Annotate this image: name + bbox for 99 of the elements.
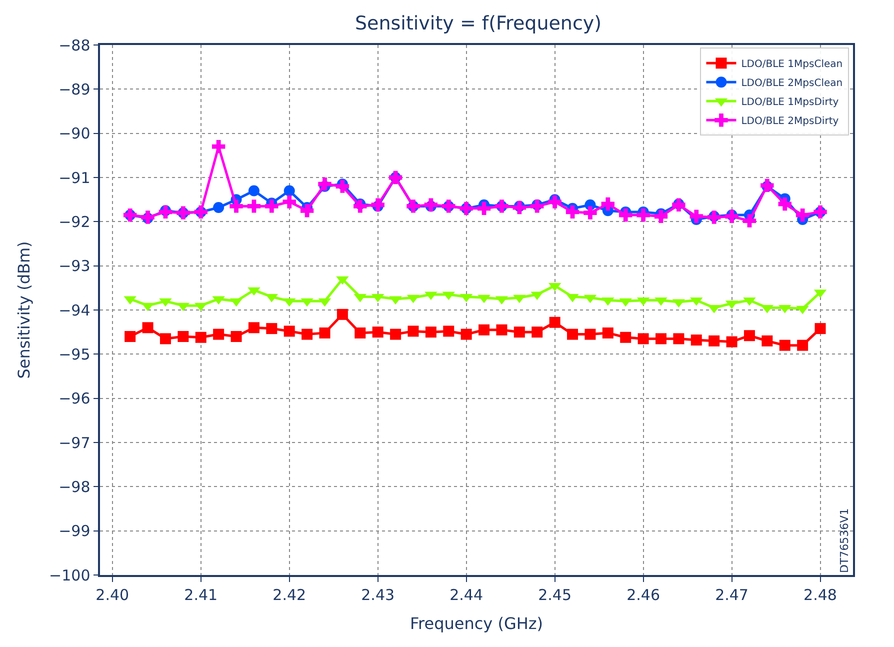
point — [601, 197, 614, 211]
point — [302, 328, 313, 340]
point — [212, 140, 226, 154]
point — [265, 200, 278, 213]
point — [336, 308, 348, 320]
point — [744, 330, 755, 342]
point — [496, 324, 508, 336]
point — [619, 208, 632, 222]
point — [779, 340, 790, 351]
point — [620, 332, 632, 343]
legend-label: LDO/BLE 1MpsDirty — [741, 97, 839, 108]
point — [158, 205, 172, 219]
point — [726, 336, 738, 348]
point — [142, 322, 154, 334]
point — [213, 202, 224, 214]
point — [742, 214, 756, 228]
point — [477, 202, 491, 216]
point — [160, 333, 171, 344]
point — [390, 328, 402, 340]
point — [372, 326, 384, 338]
point — [690, 210, 703, 223]
point — [708, 335, 720, 346]
y-tick-label: −88 — [58, 36, 90, 54]
y-tick-label: −89 — [58, 80, 90, 98]
point — [584, 206, 597, 220]
point — [602, 327, 614, 338]
point — [584, 328, 596, 340]
point — [443, 326, 454, 337]
point — [796, 208, 810, 222]
point — [248, 185, 260, 196]
x-tick-label: 2.40 — [96, 586, 130, 604]
y-tick-label: −90 — [58, 124, 90, 143]
point — [654, 210, 668, 223]
point — [530, 200, 544, 213]
y-tick-label: −96 — [58, 390, 90, 408]
point — [655, 333, 666, 344]
point — [532, 326, 543, 338]
point — [478, 324, 490, 336]
point — [195, 332, 206, 343]
x-tick-label: 2.44 — [450, 586, 484, 604]
point — [566, 205, 580, 219]
point — [336, 180, 350, 193]
point — [636, 208, 650, 222]
point — [673, 333, 684, 344]
x-tick-label: 2.43 — [361, 586, 395, 604]
point — [778, 197, 792, 211]
point — [548, 195, 562, 208]
x-tick-label: 2.42 — [272, 586, 306, 604]
y-tick-label: −92 — [58, 212, 90, 231]
x-tick-label: 2.48 — [804, 586, 837, 604]
point — [512, 200, 526, 214]
point — [354, 327, 366, 338]
point — [247, 200, 261, 213]
point — [213, 328, 224, 340]
point — [690, 334, 702, 346]
x-tick-label: 2.45 — [538, 586, 572, 604]
x-tick-label: 2.41 — [184, 586, 218, 604]
point — [284, 185, 295, 196]
point — [460, 328, 472, 340]
x-tick-label: 2.46 — [626, 586, 660, 604]
point — [424, 198, 438, 212]
point — [178, 331, 189, 342]
legend-label: LDO/BLE 2MpsClean — [741, 78, 843, 90]
point — [567, 328, 578, 340]
point — [230, 200, 243, 213]
legend-label: LDO/BLE 2MpsDirty — [741, 116, 839, 128]
point — [300, 204, 314, 218]
y-tick-label: −99 — [58, 522, 90, 540]
y-tick-label: −98 — [58, 478, 90, 496]
point — [266, 323, 278, 334]
point — [318, 178, 332, 191]
y-tick-label: −94 — [58, 301, 90, 320]
point — [814, 323, 826, 334]
point — [762, 335, 773, 346]
y-tick-label: −93 — [58, 257, 90, 276]
y-tick-label: −95 — [58, 345, 90, 364]
point — [319, 327, 330, 338]
point — [408, 326, 419, 337]
point — [282, 195, 296, 208]
y-axis-title: Sensitivity (dBm) — [14, 241, 34, 379]
y-tick-label: −97 — [58, 434, 90, 452]
y-tick-label: −100 — [49, 566, 90, 584]
chart-title: Sensitivity = f(Frequency) — [354, 12, 602, 34]
point — [638, 333, 649, 344]
annotation: DT76536V1 — [838, 508, 851, 573]
point — [230, 331, 242, 342]
point — [124, 331, 136, 342]
point — [248, 322, 260, 334]
point — [514, 326, 525, 338]
y-tick-label: −91 — [58, 168, 90, 187]
point — [284, 326, 295, 337]
point — [371, 198, 384, 212]
point — [797, 340, 808, 351]
x-tick-label: 2.47 — [715, 586, 748, 604]
legend-label: LDO/BLE 1MpsClean — [741, 59, 843, 70]
x-axis-title: Frequency (GHz) — [410, 614, 544, 633]
point — [354, 200, 367, 213]
point — [425, 326, 436, 338]
point — [549, 316, 560, 328]
